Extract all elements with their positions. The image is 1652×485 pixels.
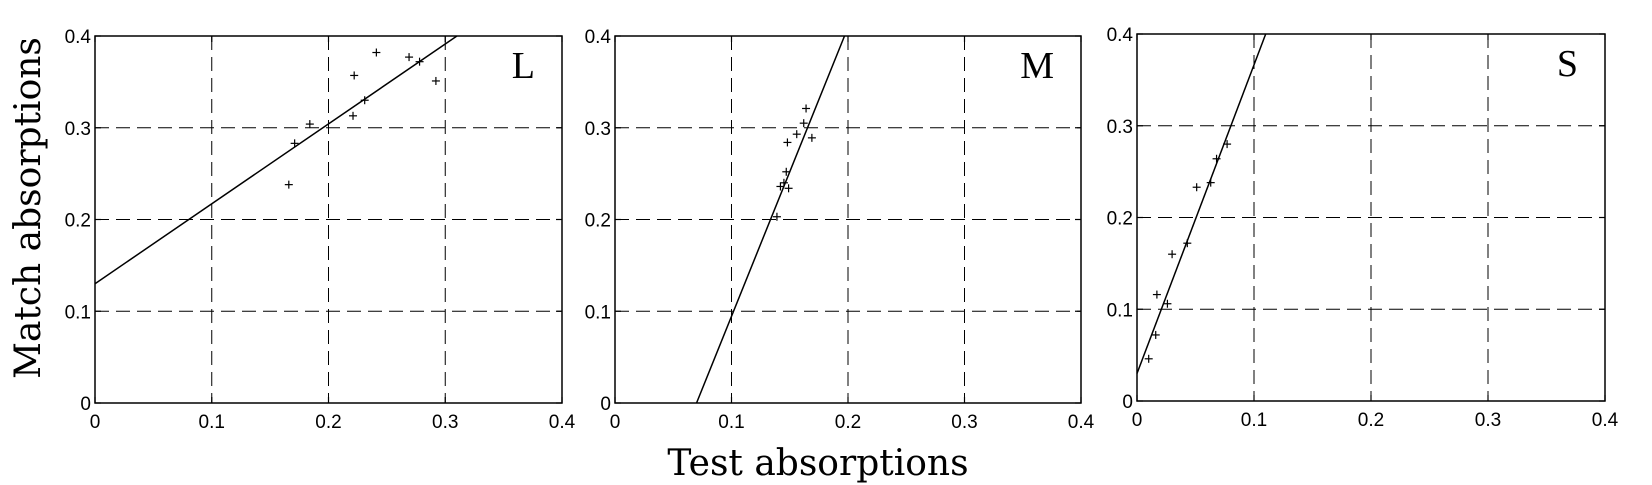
- data-point: [349, 111, 358, 120]
- x-tick-label: 0: [1132, 410, 1143, 431]
- y-tick-label: 0.4: [1107, 25, 1134, 46]
- panel-l: 0 0.1 0.2 0.3 0.4 0 0.1 0.2 0.3 0.4 L: [65, 27, 576, 433]
- data-point: [1151, 330, 1160, 339]
- x-tick-label: 0.1: [718, 412, 744, 433]
- data-point: [405, 53, 414, 62]
- data-point: [799, 119, 808, 128]
- x-tick-label: 0.4: [1068, 412, 1095, 433]
- y-axis-title: Match absorptions: [8, 37, 49, 379]
- data-point: [807, 133, 816, 142]
- x-tick-label: 0.3: [1475, 410, 1501, 431]
- data-point: [415, 57, 424, 66]
- data-point: [290, 139, 299, 148]
- data-point: [305, 120, 314, 129]
- data-point: [1163, 299, 1172, 308]
- fit-line: [94, 35, 458, 285]
- data-point: [1212, 154, 1221, 163]
- panel-label: M: [1020, 45, 1054, 87]
- data-point: [284, 180, 293, 189]
- y-tick-label: 0.4: [65, 27, 92, 48]
- x-tick-label: 0.2: [835, 412, 861, 433]
- x-tick-label: 0.2: [1358, 410, 1384, 431]
- data-point: [1168, 250, 1177, 259]
- panel-label: S: [1557, 43, 1578, 85]
- y-tick-label: 0: [80, 394, 91, 415]
- x-tick-label: 0.1: [1241, 410, 1267, 431]
- y-tick-label: 0.2: [585, 211, 611, 232]
- data-point: [431, 76, 440, 85]
- panel-label: L: [512, 45, 535, 87]
- data-point: [772, 212, 781, 221]
- data-point: [360, 96, 369, 105]
- data-point: [1223, 140, 1232, 149]
- y-tick-label: 0.1: [1107, 300, 1133, 321]
- y-tick-label: 0.3: [585, 119, 611, 140]
- fit-line: [695, 35, 846, 404]
- data-point: [350, 71, 359, 80]
- x-tick-label: 0.4: [549, 412, 576, 433]
- y-tick-label: 0.4: [585, 27, 612, 48]
- data-point: [1206, 178, 1215, 187]
- x-tick-label: 0.3: [951, 412, 977, 433]
- x-tick-label: 0: [610, 412, 621, 433]
- x-tick-label: 0: [90, 412, 101, 433]
- data-point: [792, 130, 801, 139]
- data-point: [802, 104, 811, 113]
- x-axis-title: Test absorptions: [667, 443, 968, 484]
- fit-line: [1136, 33, 1267, 374]
- data-point: [782, 167, 791, 176]
- data-point: [783, 138, 792, 147]
- data-point: [1183, 239, 1192, 248]
- x-tick-label: 0.1: [199, 412, 225, 433]
- data-point: [372, 48, 381, 57]
- x-tick-label: 0.2: [315, 412, 341, 433]
- data-point: [1144, 354, 1153, 363]
- panel-s: 0 0.1 0.2 0.3 0.4 0 0.1 0.2 0.3 0.4 S: [1107, 25, 1619, 431]
- y-tick-label: 0.1: [65, 302, 91, 323]
- x-tick-label: 0.3: [432, 412, 458, 433]
- data-point: [1192, 183, 1201, 192]
- panel-m: 0 0.1 0.2 0.3 0.4 0 0.1 0.2 0.3 0.4 M: [585, 27, 1095, 433]
- y-tick-label: 0.1: [585, 302, 611, 323]
- x-tick-label: 0.4: [1592, 410, 1619, 431]
- y-tick-label: 0.2: [1107, 209, 1133, 230]
- y-tick-label: 0.2: [65, 211, 91, 232]
- data-point: [779, 178, 788, 187]
- y-tick-label: 0.3: [1107, 117, 1133, 138]
- y-tick-label: 0: [600, 394, 611, 415]
- data-point: [1152, 290, 1161, 299]
- data-point: [784, 184, 793, 193]
- data-point: [776, 182, 785, 191]
- y-tick-label: 0.3: [65, 119, 91, 140]
- y-tick-label: 0: [1122, 392, 1133, 413]
